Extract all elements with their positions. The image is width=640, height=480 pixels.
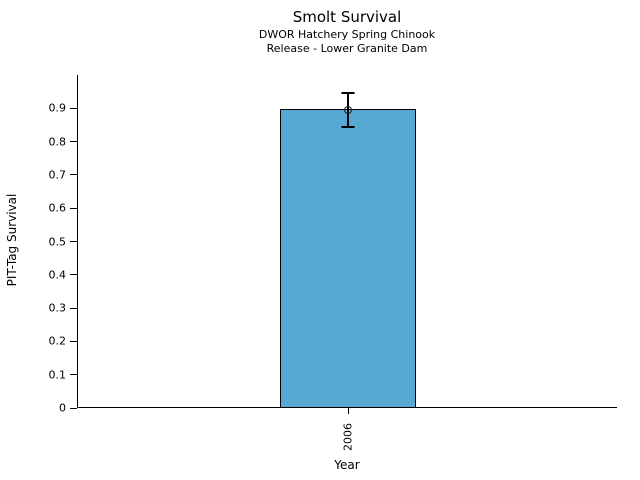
bar-2006 — [280, 108, 416, 407]
chart-subtitle-2: Release - Lower Granite Dam — [266, 42, 428, 55]
error-bar-cap-top — [341, 92, 355, 95]
chart-header: Smolt Survival DWOR Hatchery Spring Chin… — [77, 7, 617, 56]
y-tick-mark — [70, 107, 77, 109]
y-tick-label: 0.3 — [48, 301, 67, 315]
y-tick-label: 0.4 — [48, 268, 67, 282]
y-tick-mark — [70, 174, 77, 176]
y-tick-label: 0.8 — [48, 135, 67, 149]
y-tick-label: 0.7 — [48, 168, 67, 182]
y-tick-mark — [70, 241, 77, 242]
y-tick-label: 0.2 — [48, 334, 67, 348]
y-tick-label: 0.6 — [48, 201, 67, 215]
y-tick-mark — [70, 407, 77, 409]
x-tick-label: 2006 — [341, 423, 355, 451]
y-tick-mark — [70, 274, 77, 276]
x-axis-label: Year — [334, 458, 360, 472]
data-point-marker — [344, 105, 352, 114]
y-tick-mark — [70, 207, 77, 209]
x-tick-mark — [348, 408, 349, 414]
y-tick-label: 0.9 — [48, 101, 67, 115]
y-tick-label: 0.5 — [48, 235, 67, 248]
error-bar-cap-bottom — [341, 125, 355, 128]
plot-area: 0 0.1 0.2 0.3 0.4 0.5 0.6 0.7 0.8 0.9 2006 — [49, 75, 617, 451]
y-tick-mark — [70, 340, 77, 342]
chart-subtitle-1: DWOR Hatchery Spring Chinook — [258, 28, 436, 41]
y-axis-label: PIT-Tag Survival — [5, 193, 19, 287]
y-tick-label: 0.1 — [48, 368, 67, 382]
y-tick-label: 0 — [59, 401, 66, 415]
y-tick-mark — [70, 307, 77, 309]
y-tick-mark — [70, 141, 77, 143]
chart-title: Smolt Survival — [292, 8, 402, 26]
y-tick-mark — [70, 374, 77, 376]
